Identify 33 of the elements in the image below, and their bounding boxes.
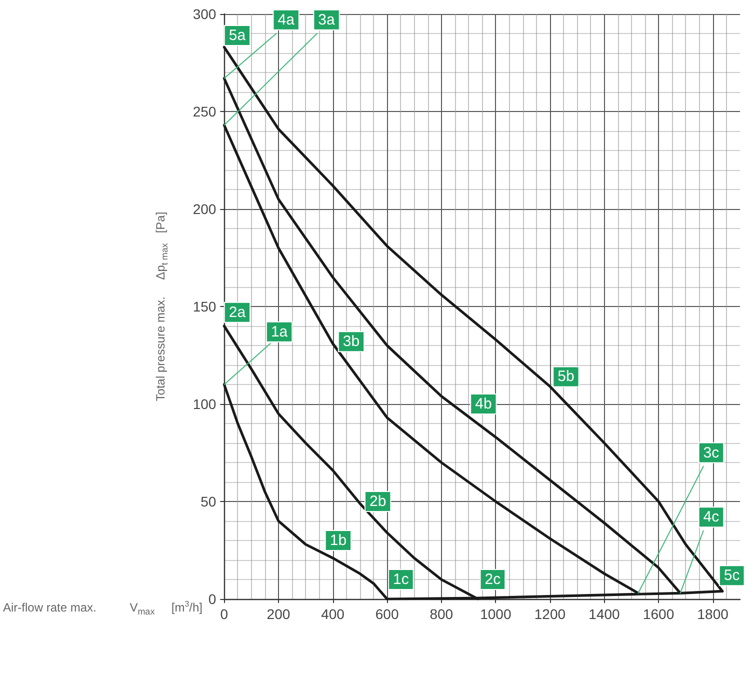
annotation: 2b: [369, 493, 386, 510]
annotation: 5c: [724, 567, 740, 584]
x-tick-label: 0: [220, 606, 228, 622]
annotation: 1a: [270, 323, 288, 340]
annotation: 4b: [475, 396, 492, 412]
annotation: 5a: [228, 26, 246, 44]
annotation: 5b: [558, 368, 574, 386]
annotation: 1c: [392, 571, 410, 588]
x-tick-label: 800: [430, 606, 454, 622]
annotation: 2c: [484, 571, 502, 588]
y-tick-label: 50: [200, 494, 216, 510]
y-tick-label: 150: [192, 298, 216, 314]
x-tick-label: 600: [375, 606, 399, 622]
y-tick-label: 100: [192, 396, 216, 412]
y-tick-label: 200: [192, 201, 216, 217]
y-axis-title: Total pressure max. Δpt max [Pa]: [154, 212, 170, 402]
annotation: 1b: [330, 532, 347, 549]
annotation: 2a: [228, 304, 246, 321]
x-tick-label: 1600: [642, 606, 674, 622]
y-tick-label: 0: [208, 591, 216, 607]
x-tick-label: 1800: [697, 606, 729, 622]
annotation: 3c: [703, 444, 720, 462]
x-tick-label: 1000: [480, 606, 512, 622]
y-tick-label: 250: [192, 104, 216, 120]
x-tick-label: 1400: [588, 606, 620, 622]
annotation: 4c: [703, 508, 720, 526]
annotation: 3b: [342, 333, 360, 350]
x-tick-label: 400: [321, 606, 345, 622]
x-tick-label: 1200: [534, 606, 566, 622]
annotation: 4a: [278, 11, 296, 28]
x-tick-label: 200: [266, 606, 290, 622]
y-tick-label: 300: [192, 6, 216, 22]
annotation: 3a: [318, 11, 336, 28]
